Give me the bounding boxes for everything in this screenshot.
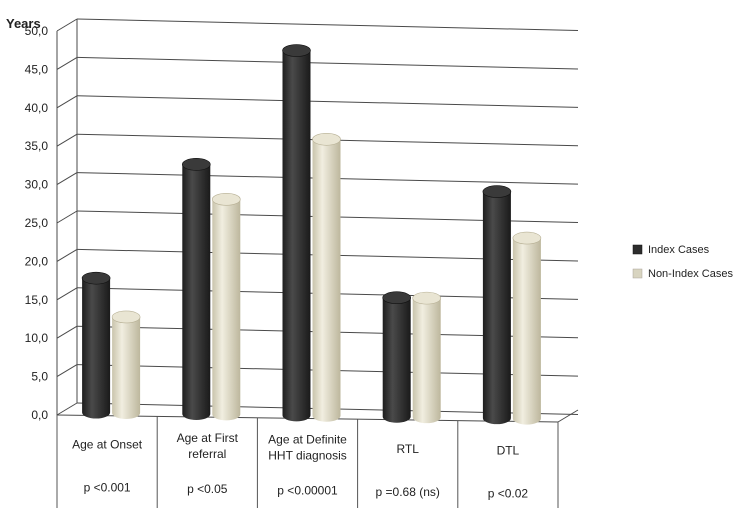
- category-label: Age at First: [177, 431, 239, 445]
- category-label: Age at Definite: [268, 433, 347, 447]
- p-value-label: p =0.68 (ns): [376, 485, 440, 499]
- bar-non-index: [512, 231, 542, 425]
- legend-entry: Non-Index Cases: [632, 268, 733, 280]
- category-label: referral: [188, 447, 226, 461]
- bar-non-index: [412, 291, 442, 424]
- y-tick-label: 0,0: [31, 408, 48, 422]
- y-tick-label: 10,0: [25, 331, 49, 345]
- legend-label: Non-Index Cases: [648, 268, 733, 280]
- y-tick-label: 40,0: [25, 101, 49, 115]
- gridline: [56, 56, 579, 70]
- legend-swatch: [632, 268, 643, 279]
- gridline: [56, 95, 579, 109]
- y-tick-label: 30,0: [25, 178, 49, 192]
- category-label: RTL: [396, 442, 419, 456]
- bar-index: [482, 185, 512, 425]
- legend-label: Index Cases: [648, 244, 710, 256]
- bar-index: [282, 44, 311, 422]
- bar-non-index: [312, 132, 341, 422]
- y-tick-label: 20,0: [25, 254, 49, 268]
- y-tick-label: 5,0: [31, 370, 48, 384]
- bar-non-index: [111, 310, 141, 419]
- floor-right-edge: [557, 409, 579, 423]
- category-table: Age at Onset p <0.001 Age at First referral…: [56, 415, 559, 508]
- bar-index: [81, 271, 111, 419]
- y-tick-label: 50,0: [25, 24, 49, 38]
- p-value-label: p <0.05: [187, 482, 228, 496]
- bars: [81, 44, 542, 425]
- p-value-label: p <0.001: [84, 481, 131, 495]
- legend-entry: Index Cases: [632, 244, 710, 256]
- y-tick-label: 45,0: [25, 62, 49, 76]
- bar-index: [182, 158, 211, 420]
- bar-non-index: [212, 193, 241, 421]
- legend: Index Cases Non-Index Cases: [632, 244, 733, 280]
- gridline: [56, 18, 579, 32]
- legend-swatch: [632, 244, 643, 255]
- p-value-label: p <0.02: [488, 486, 529, 500]
- y-tick-label: 25,0: [25, 216, 49, 230]
- p-value-label: p <0.00001: [277, 484, 338, 498]
- category-label: DTL: [497, 443, 520, 457]
- y-axis-title: Years: [6, 16, 41, 31]
- bar-index: [382, 291, 412, 423]
- category-label: HHT diagnosis: [268, 449, 346, 463]
- y-tick-labels: 0,0 5,0 10,0 15,0 20,0 25,0 30,0 35,0 40,0 45,0 50…: [25, 24, 49, 422]
- category-label: Age at Onset: [72, 438, 143, 452]
- y-tick-label: 35,0: [25, 139, 49, 153]
- y-tick-label: 15,0: [25, 293, 49, 307]
